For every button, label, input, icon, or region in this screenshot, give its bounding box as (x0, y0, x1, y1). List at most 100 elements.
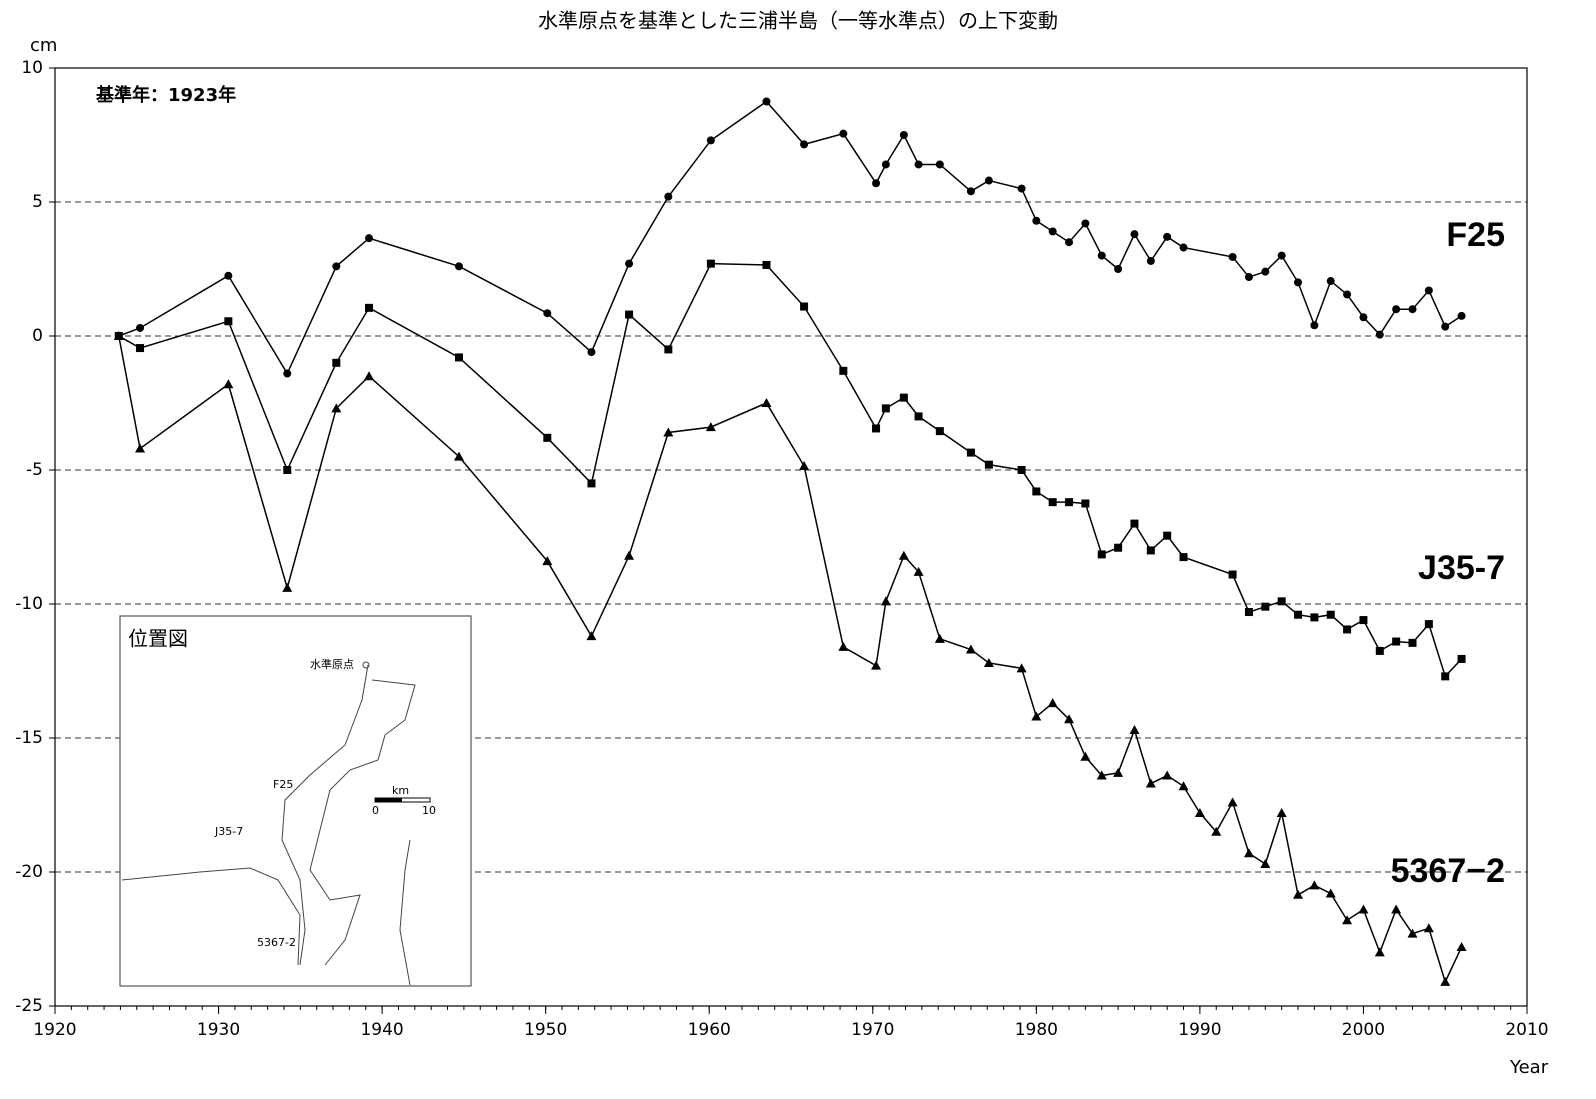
scale-bar (375, 798, 402, 802)
marker (1097, 251, 1106, 260)
marker (625, 310, 634, 319)
x-tick-label: 1980 (1015, 1020, 1058, 1040)
marker (965, 644, 976, 654)
series-label: J35-7 (1418, 549, 1505, 587)
marker (1293, 889, 1304, 899)
marker (983, 657, 994, 667)
marker (1310, 321, 1319, 330)
inset-label: 5367-2 (257, 936, 296, 949)
marker (1032, 487, 1041, 496)
marker (1440, 976, 1451, 986)
marker (1276, 808, 1287, 818)
marker (881, 160, 890, 169)
marker (762, 97, 771, 106)
marker (1261, 267, 1270, 276)
coastline (309, 679, 416, 966)
marker (224, 271, 233, 280)
marker (1130, 519, 1139, 528)
series-label: F25 (1446, 216, 1505, 254)
marker (1294, 278, 1303, 287)
marker (1441, 672, 1450, 681)
marker (1065, 498, 1074, 507)
marker (664, 192, 673, 201)
marker (914, 160, 923, 169)
chart-title: 水準原点を基準とした三浦半島（一等水準点）の上下変動 (538, 9, 1058, 33)
marker (1375, 330, 1384, 339)
y-tick-label: -20 (15, 862, 43, 882)
marker (799, 460, 810, 470)
marker (1391, 904, 1402, 914)
marker (224, 317, 233, 326)
marker (1359, 616, 1368, 625)
coastline (121, 867, 301, 966)
y-tick-label: -25 (15, 996, 43, 1016)
inset-label: J35-7 (214, 825, 243, 838)
marker (1130, 230, 1139, 239)
marker (365, 234, 374, 243)
marker (1310, 613, 1319, 622)
marker (1392, 305, 1401, 314)
marker (1065, 238, 1074, 247)
inset-label: km (392, 784, 409, 797)
marker (762, 260, 771, 269)
y-tick-label: 10 (21, 58, 43, 78)
marker (1277, 597, 1286, 606)
marker (871, 660, 882, 670)
series-line (118, 100, 1462, 376)
marker (872, 424, 881, 433)
marker (1227, 797, 1238, 807)
inset-label: 10 (422, 804, 436, 817)
origin-marker (362, 661, 370, 669)
marker (984, 460, 993, 469)
marker (587, 348, 596, 357)
marker (935, 160, 944, 169)
marker (935, 427, 944, 436)
marker (1294, 610, 1303, 619)
marker (1325, 888, 1336, 898)
y-tick-label: 0 (32, 326, 43, 346)
series-line (118, 335, 1463, 984)
annotation: 基準年：1923年 (95, 84, 236, 106)
marker (706, 259, 715, 268)
marker (1358, 904, 1369, 914)
marker (1457, 654, 1466, 663)
coastline (281, 664, 369, 966)
marker (1407, 928, 1418, 938)
marker (136, 323, 145, 332)
marker (282, 582, 293, 592)
marker (136, 344, 145, 353)
y-tick-label: -15 (15, 728, 43, 748)
marker (1032, 216, 1041, 225)
marker (543, 433, 552, 442)
marker (365, 303, 374, 312)
marker (1343, 625, 1352, 634)
x-tick-label: 1920 (33, 1020, 76, 1040)
marker (761, 398, 772, 407)
marker (1017, 184, 1026, 193)
marker (587, 479, 596, 488)
marker (1114, 265, 1123, 273)
marker (1211, 826, 1222, 836)
x-tick-label: 1970 (851, 1020, 894, 1040)
marker (1260, 858, 1271, 868)
marker (914, 412, 923, 421)
marker (966, 187, 975, 196)
marker (364, 371, 375, 381)
marker (1163, 232, 1172, 241)
marker (1178, 781, 1189, 791)
marker (1326, 610, 1335, 619)
marker (1309, 880, 1320, 890)
marker (1162, 770, 1173, 780)
marker (1048, 227, 1057, 236)
x-tick-label: 1940 (360, 1020, 403, 1040)
marker (1424, 286, 1433, 295)
marker (1179, 243, 1188, 252)
y-tick-label: -10 (15, 594, 43, 614)
series-label: 5367−2 (1391, 852, 1505, 890)
marker (1374, 947, 1385, 957)
inset-label: F25 (273, 778, 293, 791)
marker (1457, 311, 1466, 320)
marker (1113, 767, 1124, 777)
marker (1375, 646, 1384, 655)
marker (1194, 808, 1205, 818)
